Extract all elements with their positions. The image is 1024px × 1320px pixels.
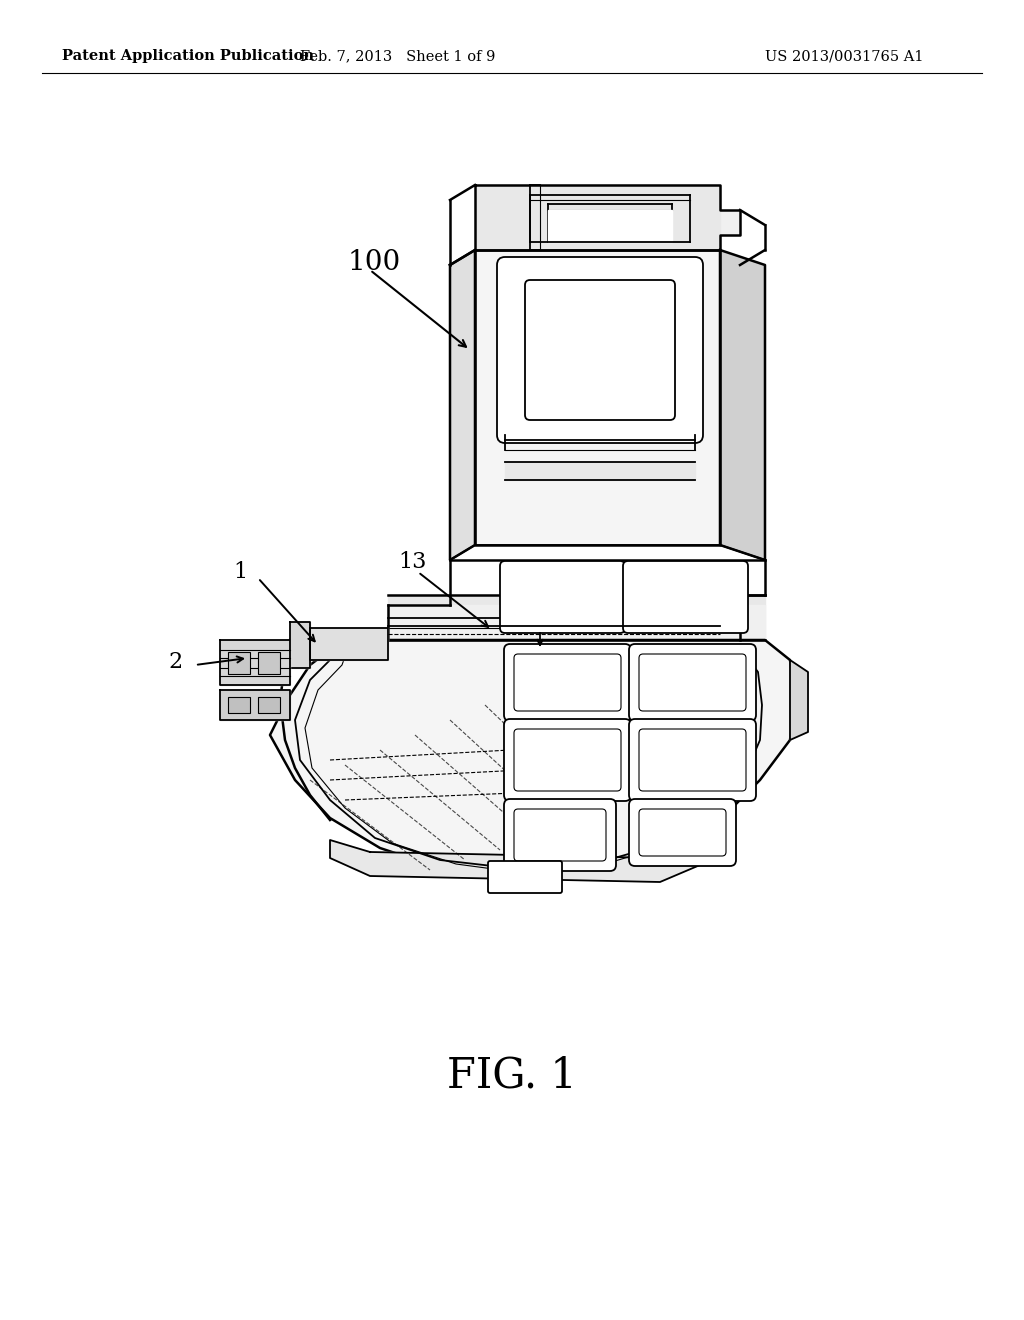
- Polygon shape: [310, 628, 388, 660]
- Polygon shape: [388, 605, 765, 640]
- FancyBboxPatch shape: [514, 729, 621, 791]
- FancyBboxPatch shape: [639, 809, 726, 855]
- FancyBboxPatch shape: [514, 809, 606, 861]
- Text: 13: 13: [398, 550, 426, 573]
- Bar: [228, 652, 250, 675]
- Polygon shape: [220, 690, 290, 719]
- FancyBboxPatch shape: [629, 799, 736, 866]
- FancyBboxPatch shape: [623, 561, 748, 634]
- FancyBboxPatch shape: [488, 861, 562, 894]
- FancyBboxPatch shape: [504, 644, 631, 721]
- Polygon shape: [475, 185, 740, 249]
- Text: 2: 2: [168, 651, 182, 673]
- Bar: [258, 697, 280, 713]
- Polygon shape: [330, 840, 700, 882]
- Text: Patent Application Publication: Patent Application Publication: [62, 49, 314, 63]
- FancyBboxPatch shape: [504, 799, 616, 871]
- Polygon shape: [290, 622, 310, 668]
- Polygon shape: [475, 249, 720, 545]
- Polygon shape: [450, 249, 475, 560]
- Text: 1: 1: [232, 561, 247, 583]
- FancyBboxPatch shape: [514, 653, 621, 711]
- Text: FIG. 1: FIG. 1: [447, 1053, 577, 1096]
- FancyBboxPatch shape: [504, 719, 631, 801]
- Bar: [228, 697, 250, 713]
- FancyBboxPatch shape: [497, 257, 703, 444]
- Polygon shape: [720, 249, 765, 560]
- FancyBboxPatch shape: [639, 729, 746, 791]
- Polygon shape: [220, 640, 290, 685]
- FancyBboxPatch shape: [629, 719, 756, 801]
- Polygon shape: [548, 210, 672, 242]
- Text: Feb. 7, 2013   Sheet 1 of 9: Feb. 7, 2013 Sheet 1 of 9: [300, 49, 496, 63]
- FancyBboxPatch shape: [639, 653, 746, 711]
- FancyBboxPatch shape: [500, 561, 625, 634]
- Polygon shape: [388, 595, 765, 640]
- Polygon shape: [790, 660, 808, 741]
- Polygon shape: [270, 640, 795, 878]
- FancyBboxPatch shape: [525, 280, 675, 420]
- Text: 100: 100: [348, 248, 401, 276]
- Bar: [258, 652, 280, 675]
- Polygon shape: [505, 462, 695, 480]
- Polygon shape: [475, 185, 720, 249]
- FancyBboxPatch shape: [629, 644, 756, 721]
- Text: US 2013/0031765 A1: US 2013/0031765 A1: [765, 49, 924, 63]
